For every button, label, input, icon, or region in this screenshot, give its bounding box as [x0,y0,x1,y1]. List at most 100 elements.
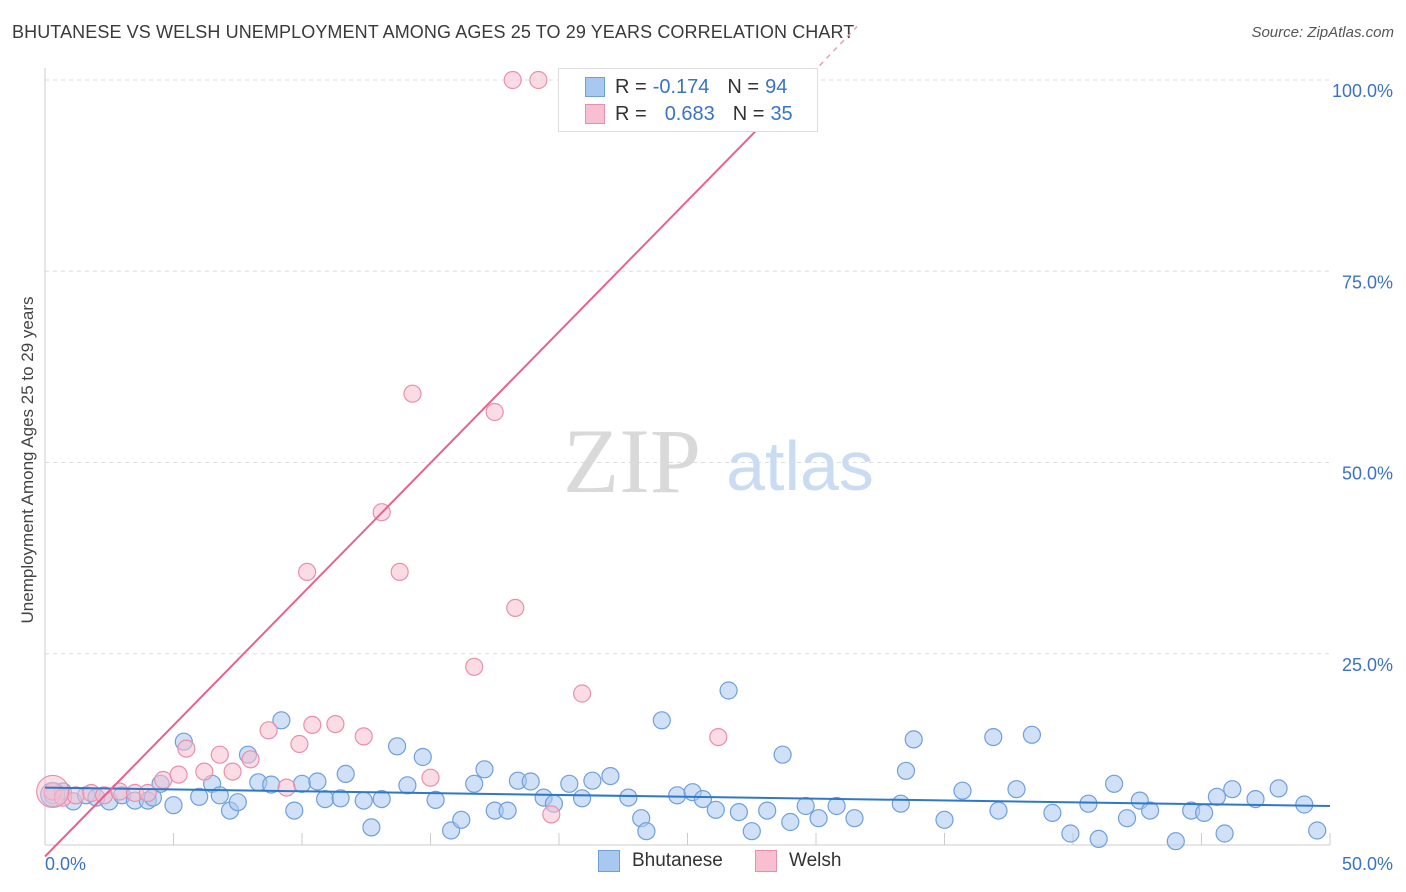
n-value: 94 [765,75,788,98]
swatch-welsh [585,104,605,124]
data-point [845,809,864,828]
n-label: N = [727,75,760,98]
data-point [241,750,260,769]
data-point [1079,794,1098,813]
data-point [542,805,561,824]
data-point [303,715,322,735]
r-value: 0.683 [664,102,715,125]
data-point [719,681,738,700]
data-point [668,786,687,805]
data-point [1308,821,1327,840]
data-point [572,684,592,703]
r-label: R = [615,75,647,98]
data-point [896,761,916,780]
data-point [390,562,409,582]
data-point [809,809,828,828]
data-point [292,774,312,793]
legend-swatch-bhutanese [598,850,620,872]
data-point [1295,795,1314,814]
data-point [285,801,304,820]
data-point [1140,801,1160,820]
x-tick-label: 0.0% [45,854,86,874]
data-point [169,765,188,784]
n-label: N = [732,102,765,125]
chart-title: BHUTANESE VS WELSH UNEMPLOYMENT AMONG AG… [12,22,855,42]
data-point [953,781,972,800]
data-point [935,810,954,829]
data-point [1022,725,1042,744]
data-point [503,70,522,90]
stats-box: R = -0.174 N = 94 R = 0.683 N = 35 [558,68,818,132]
data-point [1061,824,1080,843]
trend-line-welsh [44,79,807,858]
data-point [190,787,209,806]
data-point [984,727,1003,747]
data-point [1223,780,1242,799]
data-point [827,796,846,816]
stats-row-welsh: R = 0.683 N = 35 [559,101,793,127]
data-point [1246,789,1265,809]
data-point [421,768,440,787]
watermark-zip: ZIP [563,410,701,512]
data-point [354,727,373,746]
data-point [758,801,777,820]
data-point [452,810,471,829]
watermark: ZIP atlas [563,410,874,512]
data-point [709,727,728,747]
n-value: 35 [770,102,793,125]
data-point [1207,787,1227,806]
data-point [413,747,432,767]
data-point [177,739,196,758]
legend-label: Welsh [789,850,842,871]
data-point [1194,803,1214,823]
tick-labels: 25.0% 50.0% 75.0% 100.0% 0.0% 50.0% [45,81,1393,874]
data-point [66,786,85,805]
data-point [796,796,815,816]
data-point [316,789,335,809]
data-point [403,384,422,403]
data-point [1007,780,1026,799]
data-point [36,774,70,809]
data-point [259,721,278,740]
trend-line-bhutanese [44,786,1331,807]
data-point [1215,824,1234,843]
y-tick-label: 50.0% [1342,464,1393,484]
data-point [652,711,671,730]
data-point [1166,832,1185,851]
data-point [529,70,548,90]
source-credit: Source: ZipAtlas.com [1251,24,1394,41]
legend-label: Bhutanese [632,850,723,871]
data-point [398,776,417,795]
data-point [308,772,327,791]
y-axis-label: Unemployment Among Ages 25 to 29 years [18,296,37,624]
data-point [465,657,484,676]
data-point [637,822,656,841]
data-point [298,562,317,582]
data-point [223,762,242,781]
y-tick-label: 100.0% [1332,81,1393,101]
data-point [388,737,407,756]
data-point [1043,803,1062,823]
data-point [475,760,494,779]
legend-item-welsh[interactable]: Welsh [755,850,841,872]
x-tick-label: 50.0% [1342,854,1393,874]
data-point [706,800,725,819]
data-point [506,598,525,618]
axes [44,68,1331,846]
data-point [1269,779,1288,798]
r-value: -0.174 [652,75,710,98]
y-tick-label: 25.0% [1342,655,1393,675]
data-point [693,789,713,809]
data-point [164,796,183,815]
data-point [583,771,602,790]
data-point [1117,809,1137,828]
data-point [485,402,504,422]
data-point [272,711,291,730]
data-point [601,766,620,786]
legend-swatch-welsh [755,850,777,872]
data-point [465,774,484,793]
legend-item-bhutanese[interactable]: Bhutanese [598,850,723,872]
stats-row-bhutanese: R = -0.174 N = 94 [559,74,787,100]
data-point [154,770,173,790]
